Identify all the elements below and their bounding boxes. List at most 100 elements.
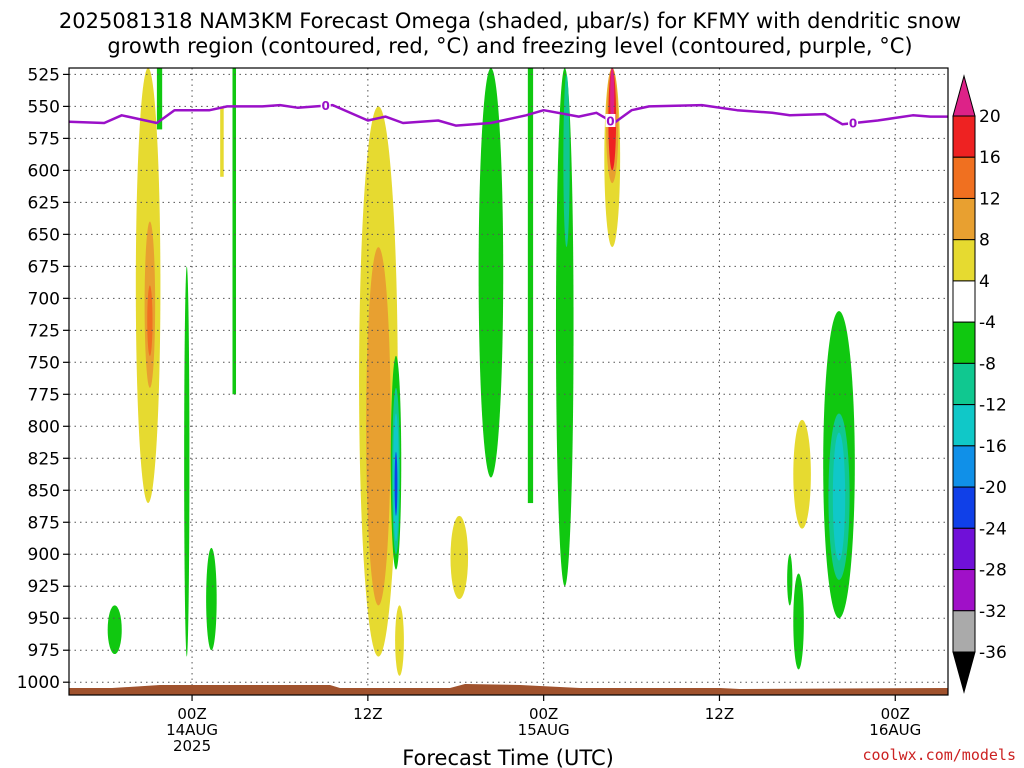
colorbar-bin (952, 404, 976, 447)
colorbar-bin (952, 115, 976, 158)
y-tick-label: 800 (28, 417, 60, 437)
colorbar-label: -16 (979, 437, 1007, 457)
colorbar-bin (952, 610, 976, 653)
freezing-level-line (68, 103, 948, 127)
colorbar-label: -32 (979, 602, 1007, 622)
y-axis-ticks: 525 550 575 600 625 650 675 700 725 750 775 800 825 8… (17, 65, 69, 693)
y-tick-label: 550 (28, 97, 60, 117)
omega-band (232, 68, 237, 395)
colorbar-label: -4 (979, 313, 996, 333)
omega-region (787, 554, 793, 606)
omega-region (563, 74, 570, 248)
omega-region (450, 515, 469, 600)
title-line-1: 2025081318 NAM3KM Forecast Omega (shaded… (59, 9, 961, 33)
colorbar-label: 4 (979, 272, 990, 292)
colorbar-label: -12 (979, 396, 1007, 416)
x-tick-label: 14AUG (166, 721, 218, 739)
colorbar-bin (952, 197, 976, 241)
x-tick-label: 2025 (173, 737, 211, 755)
colorbar-label: -24 (979, 519, 1007, 539)
freezing-level-label: 0 (606, 114, 614, 128)
y-tick-label: 525 (28, 65, 60, 85)
y-tick-label: 725 (28, 321, 60, 341)
freezing-label-bg (605, 113, 616, 127)
plot-frame (68, 67, 949, 696)
x-tick-label: 12Z (353, 705, 382, 723)
y-tick-label: 700 (28, 289, 60, 309)
y-tick-label: 775 (28, 385, 60, 405)
freezing-label-bg (320, 98, 331, 112)
colorbar-bottom-arrow (952, 651, 976, 694)
omega-region (394, 451, 398, 516)
x-tick-label: 16AUG (869, 721, 921, 739)
x-tick-label: 15AUG (518, 721, 570, 739)
plot-background (69, 68, 948, 695)
colorbar-label: -28 (979, 561, 1007, 581)
colorbar-bin (952, 156, 976, 199)
y-tick-label: 750 (28, 353, 60, 373)
colorbar-label: -20 (979, 478, 1007, 498)
x-axis-label: Forecast Time (UTC) (402, 746, 614, 768)
y-tick-label: 600 (28, 161, 60, 181)
omega-region (107, 605, 122, 655)
x-tick-label: 00Z (881, 705, 910, 723)
x-tick-label: 00Z (529, 705, 558, 723)
omega-band (527, 68, 534, 504)
omega-region (206, 547, 217, 651)
surface-ground (69, 684, 948, 695)
omega-region (793, 419, 811, 529)
y-tick-label: 650 (28, 225, 60, 245)
colorbar-label: 20 (979, 107, 1001, 127)
colorbar-label: -8 (979, 354, 996, 374)
freezing-level-label: 0 (849, 117, 857, 131)
surface-terrain (69, 684, 948, 695)
colorbar-bin (952, 527, 976, 571)
colorbar-label: 12 (979, 189, 1001, 209)
omega-region (832, 432, 846, 561)
y-tick-label: 825 (28, 449, 60, 469)
y-tick-label: 875 (28, 513, 60, 533)
colorbar-bin (952, 321, 976, 364)
omega-shaded-regions (107, 67, 855, 676)
freezing-level-contour: 0 0 0 (68, 98, 948, 131)
y-tick-label: 850 (28, 481, 60, 501)
omega-region (610, 68, 615, 126)
chart-title: 2025081318 NAM3KM Forecast Omega (shaded… (59, 9, 961, 58)
colorbar-label: -36 (979, 643, 1007, 663)
colorbar-bin (952, 569, 976, 612)
x-tick-label: 00Z (177, 705, 206, 723)
y-tick-label: 675 (28, 257, 60, 277)
colorbar-legend: 20 16 12 8 4 -4 -8 -12 -16 -20 -24 -28 -32 -36 (952, 74, 1007, 694)
freezing-level-label: 0 (321, 99, 329, 113)
omega-region (395, 605, 404, 676)
colorbar-label: 8 (979, 231, 990, 251)
title-line-2: growth region (contoured, red, °C) and f… (107, 34, 912, 58)
colorbar-bin (952, 486, 976, 529)
colorbar-bin (952, 239, 976, 282)
y-tick-label: 625 (28, 193, 60, 213)
omega-band (156, 68, 163, 130)
plot-area (69, 68, 948, 695)
y-tick-label: 1000 (17, 673, 60, 693)
y-tick-label: 575 (28, 129, 60, 149)
colorbar-top-arrow (952, 74, 976, 117)
y-tick-label: 900 (28, 545, 60, 565)
freezing-label-bg (848, 116, 859, 130)
colorbar-label: 16 (979, 148, 1001, 168)
colorbar-bin (952, 445, 976, 488)
omega-region (184, 266, 190, 657)
y-tick-label: 925 (28, 577, 60, 597)
gridlines (69, 68, 948, 695)
x-tick-label: 12Z (705, 705, 734, 723)
colorbar-bin (952, 280, 976, 323)
credit-text: coolwx.com/models (862, 746, 1016, 764)
omega-region (793, 573, 804, 670)
y-tick-label: 975 (28, 641, 60, 661)
colorbar-bin (952, 362, 976, 406)
omega-band (220, 106, 224, 177)
omega-region (147, 285, 153, 356)
omega-region (478, 67, 504, 478)
y-tick-label: 950 (28, 609, 60, 629)
